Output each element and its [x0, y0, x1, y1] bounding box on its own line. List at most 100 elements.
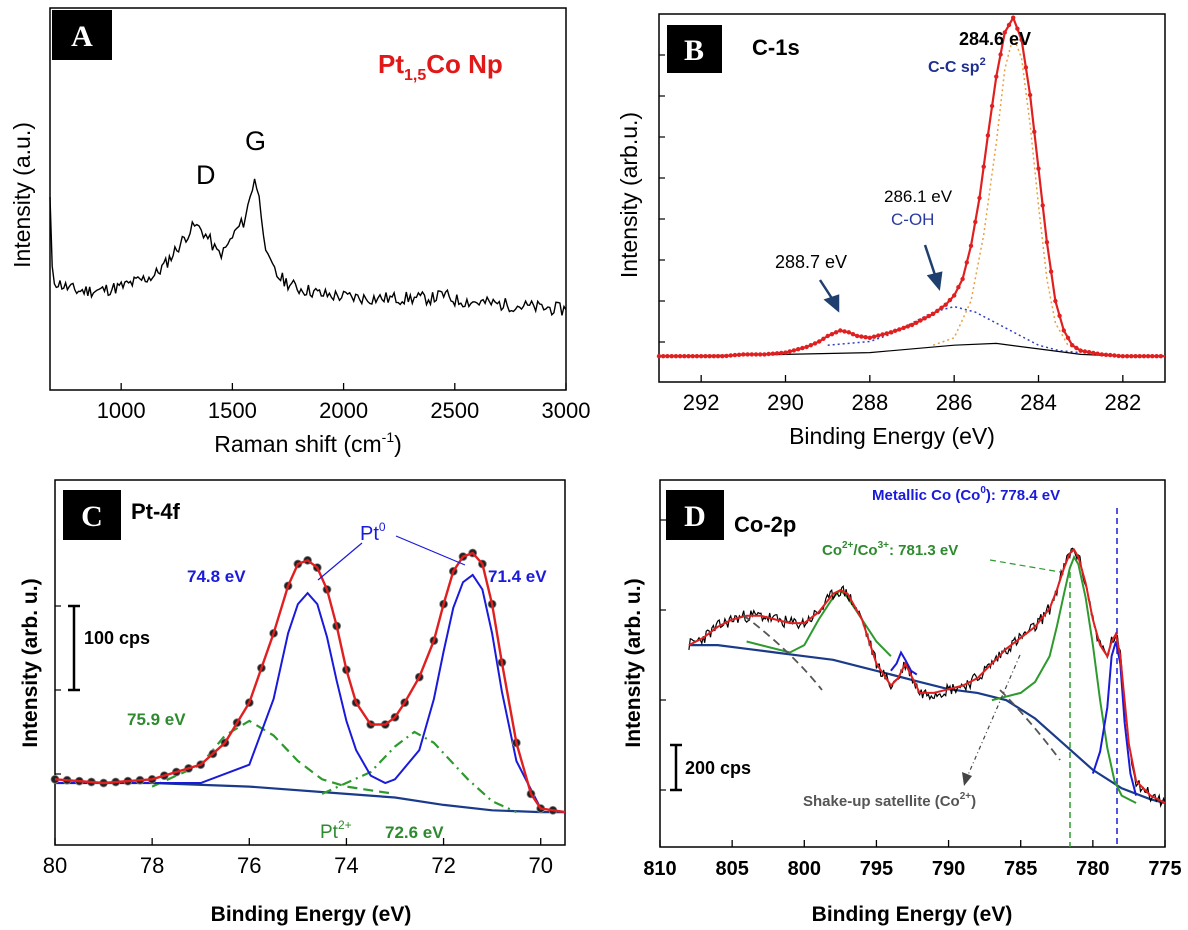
panel-b-plot-frame — [658, 13, 1166, 383]
x-tick-label: 3000 — [542, 398, 591, 423]
data-point — [787, 349, 792, 354]
panel-c-peak-748-label: 74.8 eV — [187, 567, 246, 586]
panel-c-pt2-component-2 — [321, 730, 517, 814]
data-point — [1036, 166, 1041, 171]
data-point — [939, 305, 944, 310]
data-point — [985, 133, 991, 138]
panel-a-x-axis-label: Raman shift (cm-1) — [214, 429, 402, 457]
data-point — [749, 352, 754, 357]
panel-d: D Co-2p 200 cps 810 805 800 795 790 785 780 775… — [622, 479, 1182, 926]
data-point — [661, 354, 666, 359]
data-point — [677, 354, 683, 359]
panel-c-x-axis-label: Binding Energy (eV) — [211, 903, 412, 926]
x-tick-label: 810 — [643, 858, 676, 880]
x-tick-label: 80 — [43, 853, 67, 878]
panel-d-metallic-component — [1091, 641, 1138, 796]
panel-d-satellite-dash-2 — [999, 689, 1061, 761]
panel-b-label-box — [667, 25, 722, 73]
x-tick-label: 780 — [1076, 858, 1109, 880]
data-point — [1158, 354, 1164, 359]
x-tick-label: 282 — [1104, 390, 1141, 415]
data-point — [892, 328, 898, 333]
data-point — [779, 350, 784, 356]
panel-b-sp2-label: C-C sp2 — [928, 56, 986, 76]
data-point — [770, 351, 775, 356]
panel-c-envelope — [54, 551, 566, 814]
panel-b-peak-284-label: 284.6 eV — [959, 29, 1031, 49]
data-point — [964, 260, 969, 265]
x-tick-label: 284 — [1020, 390, 1057, 415]
data-point — [935, 308, 940, 314]
data-point — [867, 335, 872, 340]
data-point — [1154, 354, 1159, 359]
data-point — [1015, 26, 1020, 31]
data-point — [724, 353, 729, 359]
data-point — [766, 351, 771, 357]
data-point — [1145, 354, 1151, 359]
data-point — [745, 352, 750, 357]
data-point — [947, 297, 953, 303]
data-point — [905, 324, 910, 329]
panel-a-d-band-label: D — [196, 160, 216, 190]
panel-d-co2-label: Co2+/Co3+: 781.3 eV — [822, 540, 958, 559]
panel-c-pt0-component — [55, 573, 566, 814]
panel-b-data-points — [656, 15, 1164, 359]
x-tick-label: 775 — [1148, 858, 1181, 880]
data-point — [1048, 269, 1054, 274]
panel-d-scale-bar-label: 200 cps — [685, 758, 751, 778]
data-point — [758, 352, 763, 357]
data-point — [825, 333, 830, 339]
data-point — [998, 52, 1003, 57]
x-tick-label: 800 — [788, 858, 821, 880]
panel-d-y-minor-ticks — [660, 519, 666, 791]
panel-b-title: C-1s — [752, 35, 800, 60]
data-point — [846, 330, 851, 335]
data-point — [711, 354, 716, 359]
panel-d-satellite-label: Shake-up satellite (Co2+) — [803, 791, 976, 810]
panel-d-raw-spectrum — [688, 547, 1166, 809]
data-point — [1006, 22, 1012, 28]
panel-a-raman-spectrum — [49, 178, 567, 317]
data-point — [863, 335, 868, 340]
x-tick-label: 78 — [140, 853, 164, 878]
data-point — [1070, 343, 1075, 348]
data-point — [989, 103, 995, 109]
data-point — [1002, 30, 1007, 35]
panel-c-pt2-label: Pt2+ — [320, 818, 352, 843]
data-point — [783, 350, 788, 355]
data-point — [812, 341, 818, 346]
panel-c-scale-bar-label: 100 cps — [84, 628, 150, 648]
data-point — [774, 351, 780, 356]
data-point — [1061, 328, 1067, 333]
x-tick-label: 2000 — [319, 398, 368, 423]
data-point — [1044, 240, 1050, 245]
x-tick-label: 290 — [767, 390, 804, 415]
data-point — [1019, 37, 1024, 42]
data-point — [1099, 352, 1105, 357]
data-point — [833, 330, 839, 335]
data-point — [1150, 354, 1155, 359]
panel-c-pt0-label: Pt0 — [360, 520, 386, 545]
data-point — [876, 333, 881, 338]
data-point — [914, 320, 919, 325]
panel-d-x-ticks: 810 805 800 795 790 785 780 775 — [643, 840, 1182, 880]
panel-c-plot-frame — [54, 479, 566, 846]
panel-c-scale-bar: 100 cps — [68, 604, 150, 692]
data-point — [1112, 353, 1117, 358]
data-point — [1027, 92, 1033, 98]
x-tick-label: 2500 — [430, 398, 479, 423]
data-point — [1103, 352, 1109, 357]
data-point — [800, 345, 805, 351]
data-point — [952, 293, 957, 298]
x-tick-label: 74 — [334, 853, 358, 878]
data-point — [838, 328, 843, 333]
panel-d-satellite-arrowhead — [962, 772, 972, 786]
data-point — [694, 354, 700, 359]
data-point — [909, 322, 915, 328]
panel-b-arrow-286 — [923, 244, 937, 276]
data-point — [821, 336, 826, 341]
data-point — [956, 285, 961, 290]
panel-d-label: D — [684, 500, 706, 533]
data-point — [804, 344, 809, 350]
panel-c-pt0-leader-right — [395, 535, 466, 566]
